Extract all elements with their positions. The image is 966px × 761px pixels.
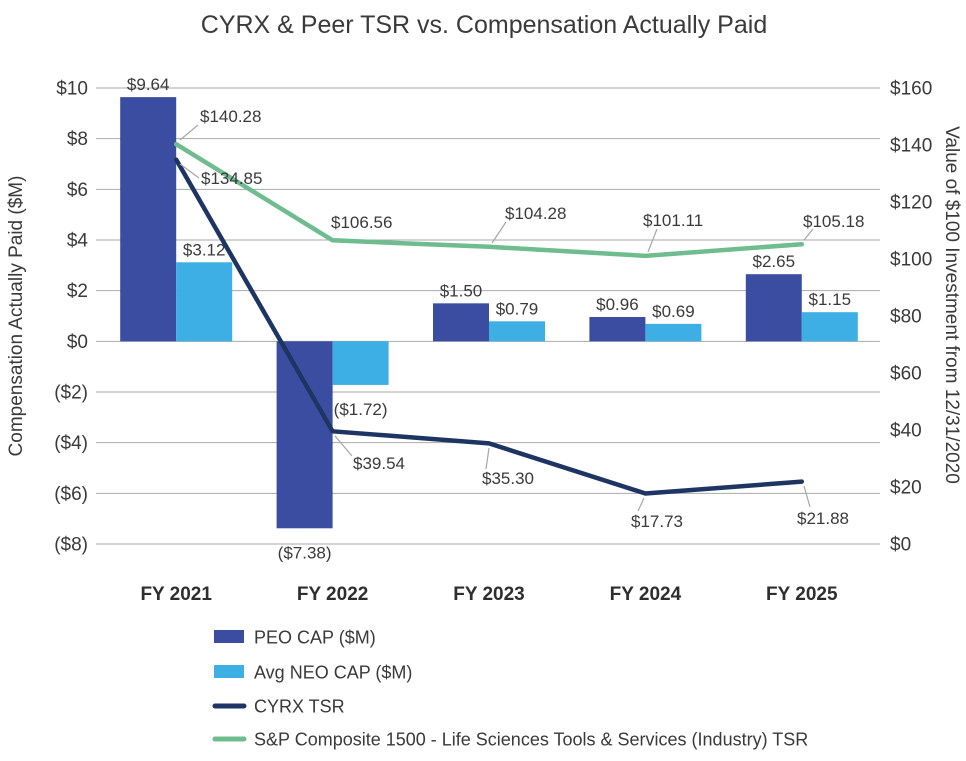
right-axis-tick-label: $120 bbox=[890, 193, 932, 214]
line-value-label: $134.85 bbox=[201, 169, 262, 188]
label-leader-line bbox=[179, 163, 200, 179]
point-labels: $134.85 $39.54 $35.30 $17.73 $21.88 $140.28 $1… bbox=[179, 107, 864, 531]
left-axis-tick-label: $8 bbox=[67, 129, 88, 150]
label-leader-line bbox=[334, 435, 353, 457]
line-value-label: $35.30 bbox=[482, 469, 534, 488]
line-value-label: $39.54 bbox=[353, 454, 405, 473]
bar-peo bbox=[276, 341, 333, 529]
right-axis-tick-label: $40 bbox=[890, 421, 922, 442]
bar-peo bbox=[745, 274, 802, 342]
axis-tick-labels: $10 $8 $6 $4 $2 $0 ($2) ($4) ($6) ($8) $160 $140 $12… bbox=[54, 79, 932, 556]
cyrx-tsr-line bbox=[173, 157, 805, 496]
bar-value-label: $2.65 bbox=[753, 252, 796, 271]
bar-value-label: $0.79 bbox=[496, 299, 539, 318]
category-label: FY 2022 bbox=[297, 584, 368, 605]
right-axis-tick-label: $60 bbox=[890, 364, 922, 385]
right-axis-title: Value of $100 Investment from 12/31/2020 bbox=[941, 126, 962, 484]
bar-neo bbox=[489, 321, 545, 342]
legend-label: Avg NEO CAP ($M) bbox=[254, 663, 412, 683]
bar-value-label: $1.50 bbox=[440, 281, 483, 300]
left-axis-tick-label: ($6) bbox=[54, 484, 88, 505]
left-axis-tick-label: $0 bbox=[67, 332, 88, 353]
bar-value-label: $3.12 bbox=[183, 240, 226, 259]
right-axis-tick-label: $80 bbox=[890, 307, 922, 328]
right-axis-tick-label: $20 bbox=[890, 478, 922, 499]
sp-index-line bbox=[173, 141, 805, 259]
label-leader-line bbox=[491, 221, 507, 244]
bar-peo bbox=[120, 97, 177, 342]
label-leader-line bbox=[637, 497, 645, 512]
line-value-label: $17.73 bbox=[631, 512, 683, 531]
legend: PEO CAP ($M) Avg NEO CAP ($M) CYRX TSR S&P … bbox=[212, 628, 808, 750]
line-value-label: $101.11 bbox=[643, 211, 703, 230]
line-value-label: $21.88 bbox=[797, 509, 849, 528]
legend-swatch-peo bbox=[214, 630, 244, 643]
label-leader-line bbox=[803, 228, 814, 241]
category-label: FY 2023 bbox=[453, 584, 524, 605]
left-axis-tick-label: $10 bbox=[56, 79, 88, 100]
label-leader-line bbox=[803, 485, 811, 508]
bar-peo bbox=[589, 317, 646, 342]
bar-value-label: $0.69 bbox=[652, 302, 695, 321]
line-series bbox=[173, 141, 805, 496]
line-value-label: $105.18 bbox=[803, 212, 864, 231]
category-label: FY 2024 bbox=[610, 584, 682, 605]
label-leader-line bbox=[647, 228, 658, 253]
bar-neo bbox=[176, 262, 233, 342]
bar-value-label: $1.15 bbox=[809, 290, 852, 309]
line-value-label: $106.56 bbox=[331, 213, 392, 232]
category-labels: FY 2021 FY 2022 FY 2023 FY 2024 FY 2025 bbox=[140, 584, 838, 605]
bar-neo bbox=[332, 341, 389, 385]
bar-value-label: ($7.38) bbox=[278, 543, 332, 562]
left-axis-tick-label: $6 bbox=[67, 180, 88, 201]
legend-label: PEO CAP ($M) bbox=[254, 628, 376, 648]
category-label: FY 2021 bbox=[140, 584, 212, 605]
chart-title: CYRX & Peer TSR vs. Compensation Actuall… bbox=[201, 11, 767, 39]
bar-neo bbox=[801, 312, 858, 342]
category-label: FY 2025 bbox=[766, 584, 838, 605]
label-leader-line bbox=[485, 447, 490, 470]
bar-neo bbox=[645, 323, 702, 342]
left-axis-tick-label: ($8) bbox=[54, 535, 88, 556]
legend-label: S&P Composite 1500 - Life Sciences Tools… bbox=[254, 730, 808, 750]
left-axis-tick-label: ($2) bbox=[54, 383, 88, 404]
left-axis-tick-label: $2 bbox=[67, 281, 88, 302]
line-value-label: $104.28 bbox=[505, 204, 566, 223]
left-axis-tick-label: ($4) bbox=[54, 433, 88, 454]
bar-peo bbox=[433, 303, 489, 342]
bar-value-label: ($1.72) bbox=[334, 400, 388, 419]
bar-value-label: $0.96 bbox=[596, 295, 639, 314]
right-axis-tick-label: $100 bbox=[890, 250, 932, 271]
right-axis-tick-label: $140 bbox=[890, 136, 932, 157]
left-axis-tick-label: $4 bbox=[67, 231, 89, 252]
label-leader-line bbox=[179, 124, 199, 141]
legend-label: CYRX TSR bbox=[254, 697, 345, 717]
bar-series: $9.64 ($7.38) $1.50 $0.96 $2.65 $3.12 ($1.72) $… bbox=[120, 75, 858, 562]
right-axis-tick-label: $0 bbox=[890, 535, 911, 556]
bar-value-label: $9.64 bbox=[127, 75, 170, 94]
left-axis-title: Compensation Actually Paid ($M) bbox=[6, 176, 27, 457]
right-axis-tick-label: $160 bbox=[890, 79, 932, 100]
legend-swatch-neo bbox=[214, 665, 244, 678]
line-value-label: $140.28 bbox=[200, 107, 261, 126]
